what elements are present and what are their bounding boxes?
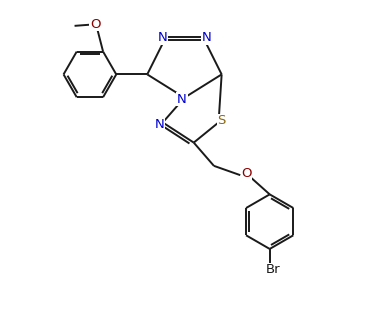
Text: S: S xyxy=(218,114,226,127)
Text: N: N xyxy=(158,31,168,44)
Text: Br: Br xyxy=(266,263,280,276)
Text: N: N xyxy=(155,117,164,131)
Text: O: O xyxy=(90,18,100,31)
Text: N: N xyxy=(201,31,211,44)
Text: O: O xyxy=(241,167,252,180)
Text: N: N xyxy=(177,93,187,106)
